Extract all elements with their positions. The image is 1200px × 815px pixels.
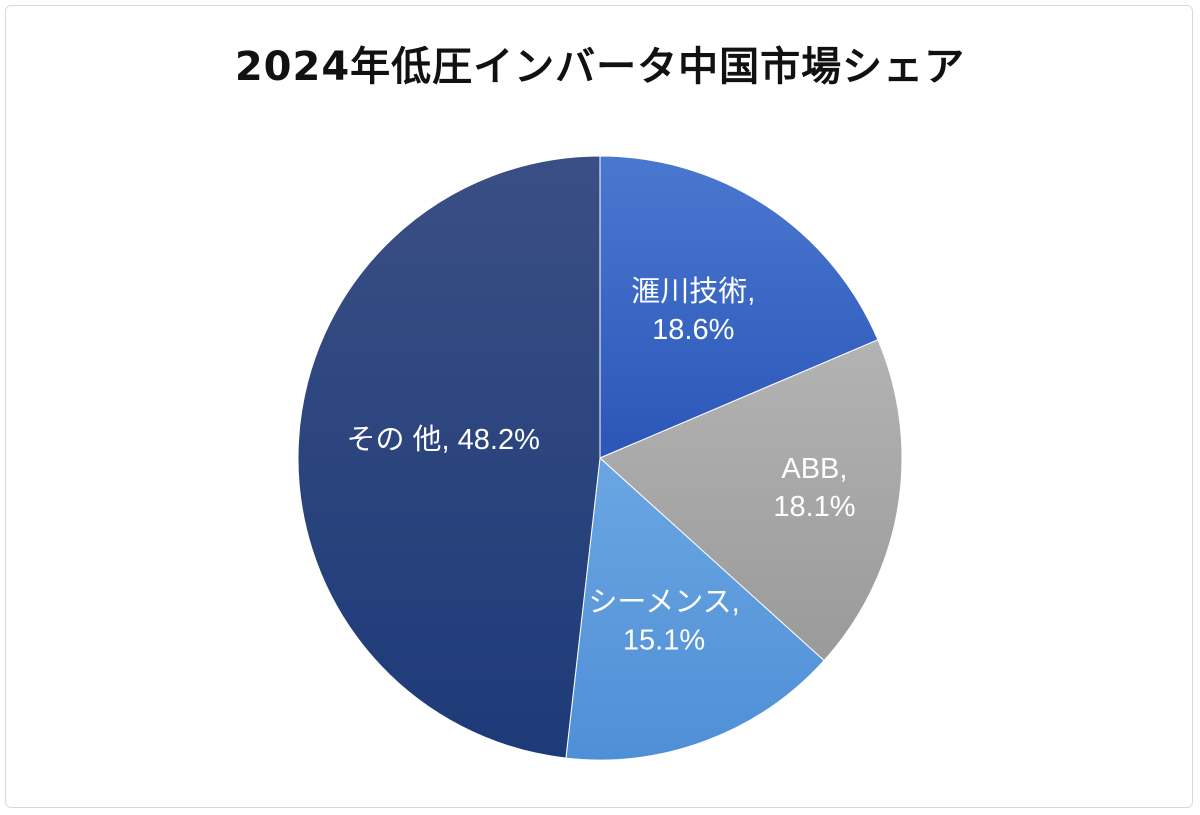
slice-label-3: シーメンス, 15.1% — [588, 587, 739, 657]
chart-title: 2024年低圧インバータ中国市場シェア — [234, 44, 966, 90]
pie-slice-4 — [297, 155, 601, 759]
pie-slice-2 — [599, 339, 903, 662]
slice-label-4: その 他, 48.2% — [347, 423, 540, 456]
slice-value: 18.1% — [773, 491, 855, 523]
slice-name: 滙川技術, — [631, 275, 755, 308]
slice-value: 18.6% — [652, 314, 734, 346]
slice-label-2: ABB, 18.1% — [773, 453, 855, 523]
slice-value: 48.2% — [458, 424, 540, 456]
slice-label-1: 滙川技術, 18.6% — [631, 275, 755, 346]
slice-value: 15.1% — [623, 625, 705, 657]
pie-slice-1 — [599, 155, 879, 459]
pie-slice-3 — [565, 456, 825, 761]
slice-name: シーメンス, — [588, 587, 739, 619]
slice-name: ABB, — [781, 453, 847, 485]
slice-name: その 他, — [347, 423, 458, 456]
